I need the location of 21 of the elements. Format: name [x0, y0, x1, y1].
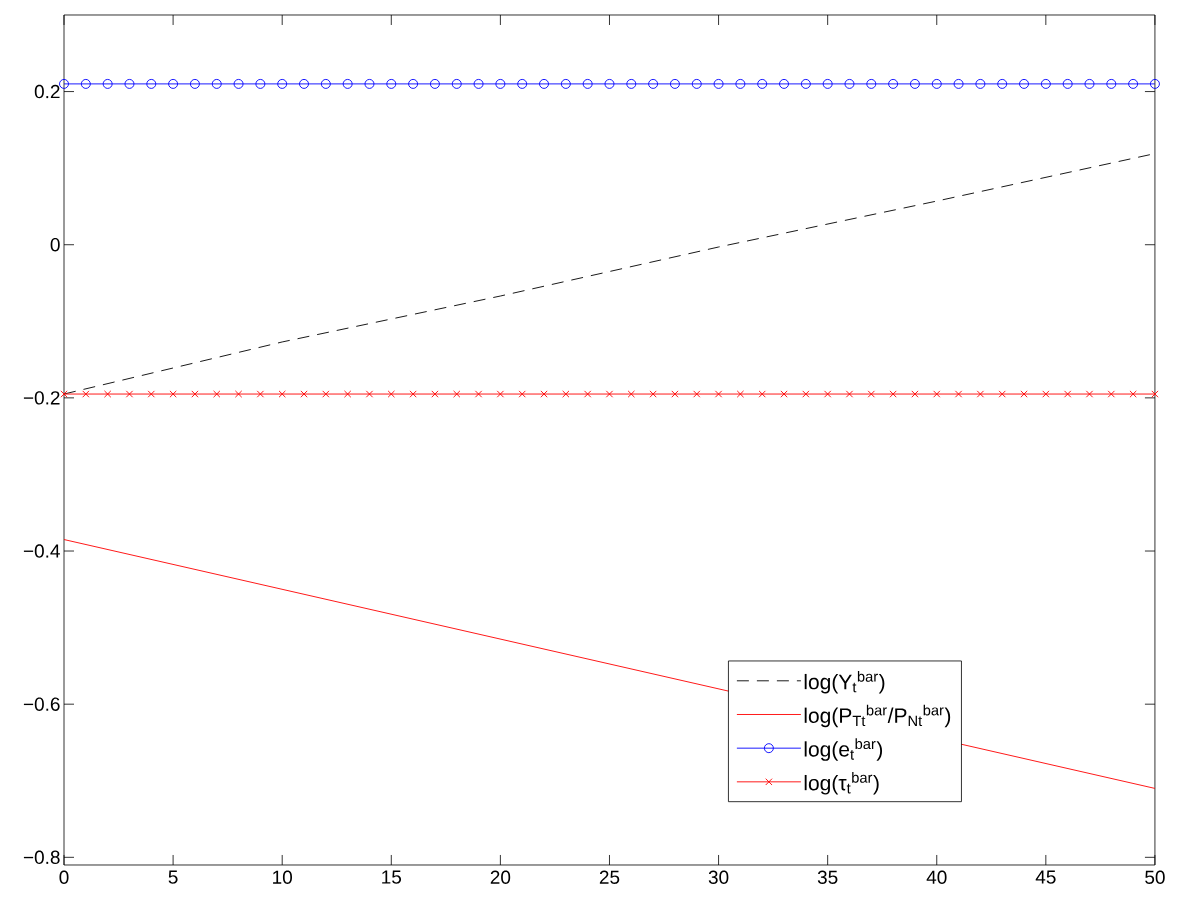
legend-label: log(e$_{t}$$^{bar}$) — [804, 738, 883, 761]
x-tick-label: 25 — [599, 870, 620, 884]
y-tick-label: −0.2 — [23, 391, 60, 405]
y-tick-label: 0 — [50, 237, 60, 252]
x-tick-label: 40 — [926, 870, 947, 884]
legend-label: log(Y$_{t}$$^{bar}$) — [804, 670, 885, 694]
x-tick-label: 45 — [1035, 870, 1056, 884]
x-tick-label: 20 — [490, 870, 511, 884]
legend-label: log(P$_{Tt}$$^{bar}$/P$_{Nt}$$^{bar}$) — [804, 704, 951, 728]
x-tick-label: 10 — [273, 870, 293, 884]
x-tick-label: 0 — [59, 870, 69, 884]
x-tick-label: 50 — [1145, 870, 1165, 884]
x-tick-label: 15 — [382, 870, 402, 884]
x-tick-label: 30 — [708, 870, 729, 884]
y-tick-label: −0.4 — [23, 544, 60, 558]
y-tick-label: 0.2 — [34, 84, 60, 99]
x-tick-label: 35 — [817, 870, 838, 884]
y-tick-label: −0.8 — [23, 850, 60, 865]
x-tick-label: 5 — [168, 870, 178, 884]
legend-label: log(τ$_{t}$$^{bar}$) — [804, 772, 879, 795]
y-tick-label: −0.6 — [23, 697, 60, 711]
